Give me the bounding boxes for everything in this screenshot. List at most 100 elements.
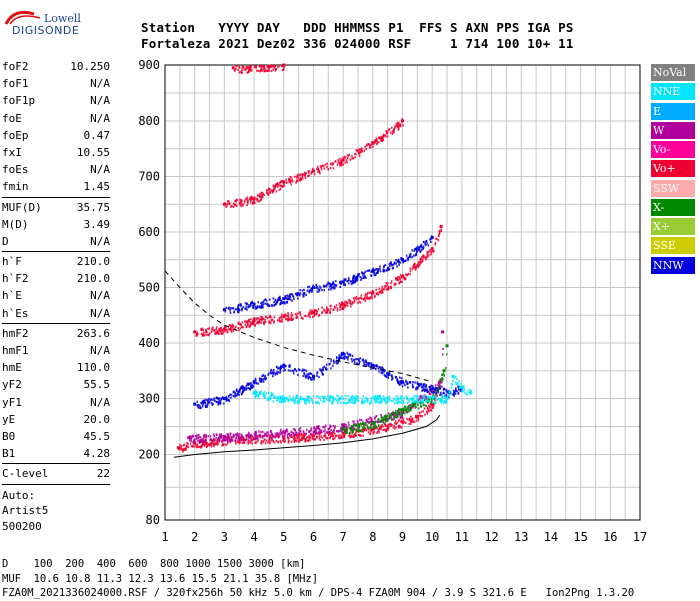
echo-mark xyxy=(359,275,362,279)
echo-mark xyxy=(422,388,425,391)
echo-mark xyxy=(239,433,241,436)
echo-mark xyxy=(274,65,276,68)
echo-mark xyxy=(375,268,377,271)
echo-mark xyxy=(382,288,384,291)
echo-mark xyxy=(249,201,252,204)
echo-mark xyxy=(375,292,378,295)
series-vo- xyxy=(176,380,442,453)
echo-mark xyxy=(255,391,258,394)
echo-mark xyxy=(229,432,232,436)
echo-mark xyxy=(367,418,370,421)
echo-mark xyxy=(398,380,401,383)
echo-mark xyxy=(283,399,285,403)
echo-mark xyxy=(339,429,341,432)
echo-mark xyxy=(385,131,388,134)
echo-mark xyxy=(351,155,353,158)
echo-mark xyxy=(382,425,384,428)
echo-mark xyxy=(453,391,456,394)
echo-mark xyxy=(291,314,294,317)
echo-mark xyxy=(237,322,240,325)
echo-mark xyxy=(411,404,413,408)
echo-mark xyxy=(266,66,269,69)
echo-mark xyxy=(357,423,359,426)
echo-mark xyxy=(318,428,321,431)
echo-mark xyxy=(393,126,396,129)
echo-mark xyxy=(311,167,314,170)
echo-mark xyxy=(421,401,423,404)
echo-mark xyxy=(339,303,342,307)
echo-mark xyxy=(258,377,261,380)
param-name: M(D) xyxy=(2,217,29,231)
echo-mark xyxy=(357,301,359,304)
echo-mark xyxy=(271,65,274,68)
echo-mark xyxy=(279,295,281,298)
echo-mark xyxy=(310,289,313,292)
echo-mark xyxy=(241,385,243,388)
echo-mark xyxy=(253,380,256,384)
echo-mark xyxy=(299,395,302,398)
echo-mark xyxy=(298,292,301,295)
echo-mark xyxy=(387,412,390,415)
echo-mark xyxy=(261,69,263,72)
echo-mark xyxy=(284,368,286,371)
echo-mark xyxy=(430,401,432,404)
echo-mark xyxy=(351,360,353,363)
param-row-foep: foEp 0.47 xyxy=(2,127,110,144)
echo-mark xyxy=(291,180,294,183)
echo-mark xyxy=(279,184,281,187)
echo-mark xyxy=(390,416,393,419)
echo-mark xyxy=(416,400,419,403)
echo-mark xyxy=(394,125,397,128)
echo-mark xyxy=(257,439,259,442)
echo-mark xyxy=(225,395,228,399)
echo-mark xyxy=(246,308,248,311)
echo-mark xyxy=(361,297,363,300)
echo-mark xyxy=(423,389,426,393)
echo-mark xyxy=(308,434,310,437)
echo-mark xyxy=(299,426,302,430)
echo-mark xyxy=(418,263,421,267)
param-value: N/A xyxy=(90,306,110,320)
echo-mark xyxy=(289,365,291,368)
param-value: 1.45 xyxy=(83,180,111,194)
echo-mark xyxy=(344,305,346,308)
echo-mark xyxy=(458,388,460,391)
echo-mark xyxy=(388,426,390,429)
echo-mark xyxy=(245,384,248,387)
echo-mark xyxy=(413,266,416,269)
echo-mark xyxy=(282,395,285,398)
echo-mark xyxy=(282,399,284,402)
echo-mark xyxy=(256,194,259,197)
data-point xyxy=(442,369,446,373)
echo-mark xyxy=(352,425,354,428)
echo-mark xyxy=(241,66,244,69)
echo-mark xyxy=(295,292,298,296)
echo-mark xyxy=(284,431,287,434)
echo-mark xyxy=(394,411,396,415)
param-value: 110.0 xyxy=(76,361,110,375)
echo-mark xyxy=(331,401,334,405)
echo-mark xyxy=(222,435,224,438)
echo-mark xyxy=(375,137,378,140)
echo-mark xyxy=(251,300,254,303)
echo-mark xyxy=(226,436,228,439)
echo-mark xyxy=(365,359,367,362)
echo-mark xyxy=(325,436,327,439)
echo-mark xyxy=(337,360,340,363)
echo-mark xyxy=(387,423,390,426)
echo-mark xyxy=(374,274,377,277)
echo-mark xyxy=(395,412,397,415)
echo-mark xyxy=(293,402,296,405)
echo-mark xyxy=(342,156,345,159)
echo-mark xyxy=(385,400,388,403)
echo-mark xyxy=(259,321,261,324)
echo-mark xyxy=(246,71,249,74)
echo-mark xyxy=(432,391,434,394)
echo-mark xyxy=(437,391,439,394)
echo-mark xyxy=(426,412,429,415)
echo-mark xyxy=(342,397,345,401)
echo-mark xyxy=(404,273,407,276)
echo-mark xyxy=(237,438,240,442)
echo-mark xyxy=(293,433,295,436)
echo-mark xyxy=(321,436,323,439)
